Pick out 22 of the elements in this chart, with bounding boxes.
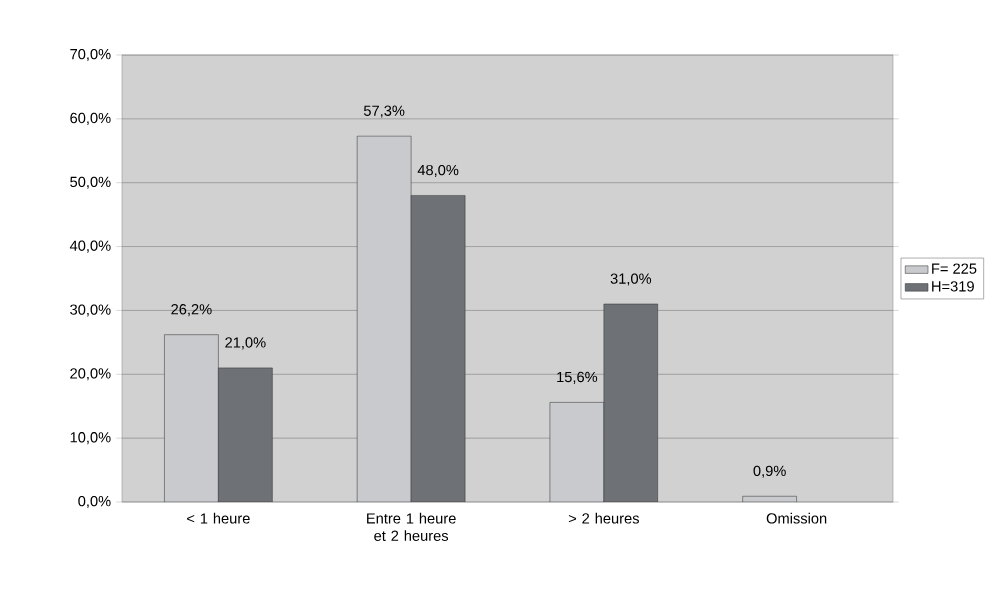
y-tick-label: 60,0%: [70, 112, 111, 125]
y-tick-label: 30,0%: [70, 304, 111, 317]
x-tick-label: < 1 heure: [187, 512, 250, 524]
y-tick-label: 40,0%: [69, 240, 111, 253]
data-label: 26,2%: [171, 304, 212, 317]
y-tick-label: 70,0%: [70, 48, 111, 62]
legend-label: H=319: [932, 281, 974, 292]
y-tick-label: 20,0%: [70, 368, 111, 381]
y-tick-label: 10,0%: [70, 432, 111, 445]
x-tick-label: Omission: [766, 512, 827, 524]
y-tick-label: 50,0%: [70, 176, 111, 189]
legend-label: F= 225: [932, 263, 977, 274]
data-label: 48,0%: [417, 164, 459, 177]
x-tick-label: Entre 1 heure et 2 heures: [367, 512, 456, 541]
x-tick-label: > 2 heures: [568, 512, 639, 524]
data-label: 21,0%: [225, 337, 266, 350]
data-label: 31,0%: [610, 273, 652, 286]
data-label: 57,3%: [363, 105, 405, 118]
y-tick-label: 0,0%: [78, 495, 111, 509]
data-label: 0,9%: [753, 465, 786, 478]
bar: [410, 195, 466, 502]
data-label: 15,6%: [557, 371, 598, 384]
